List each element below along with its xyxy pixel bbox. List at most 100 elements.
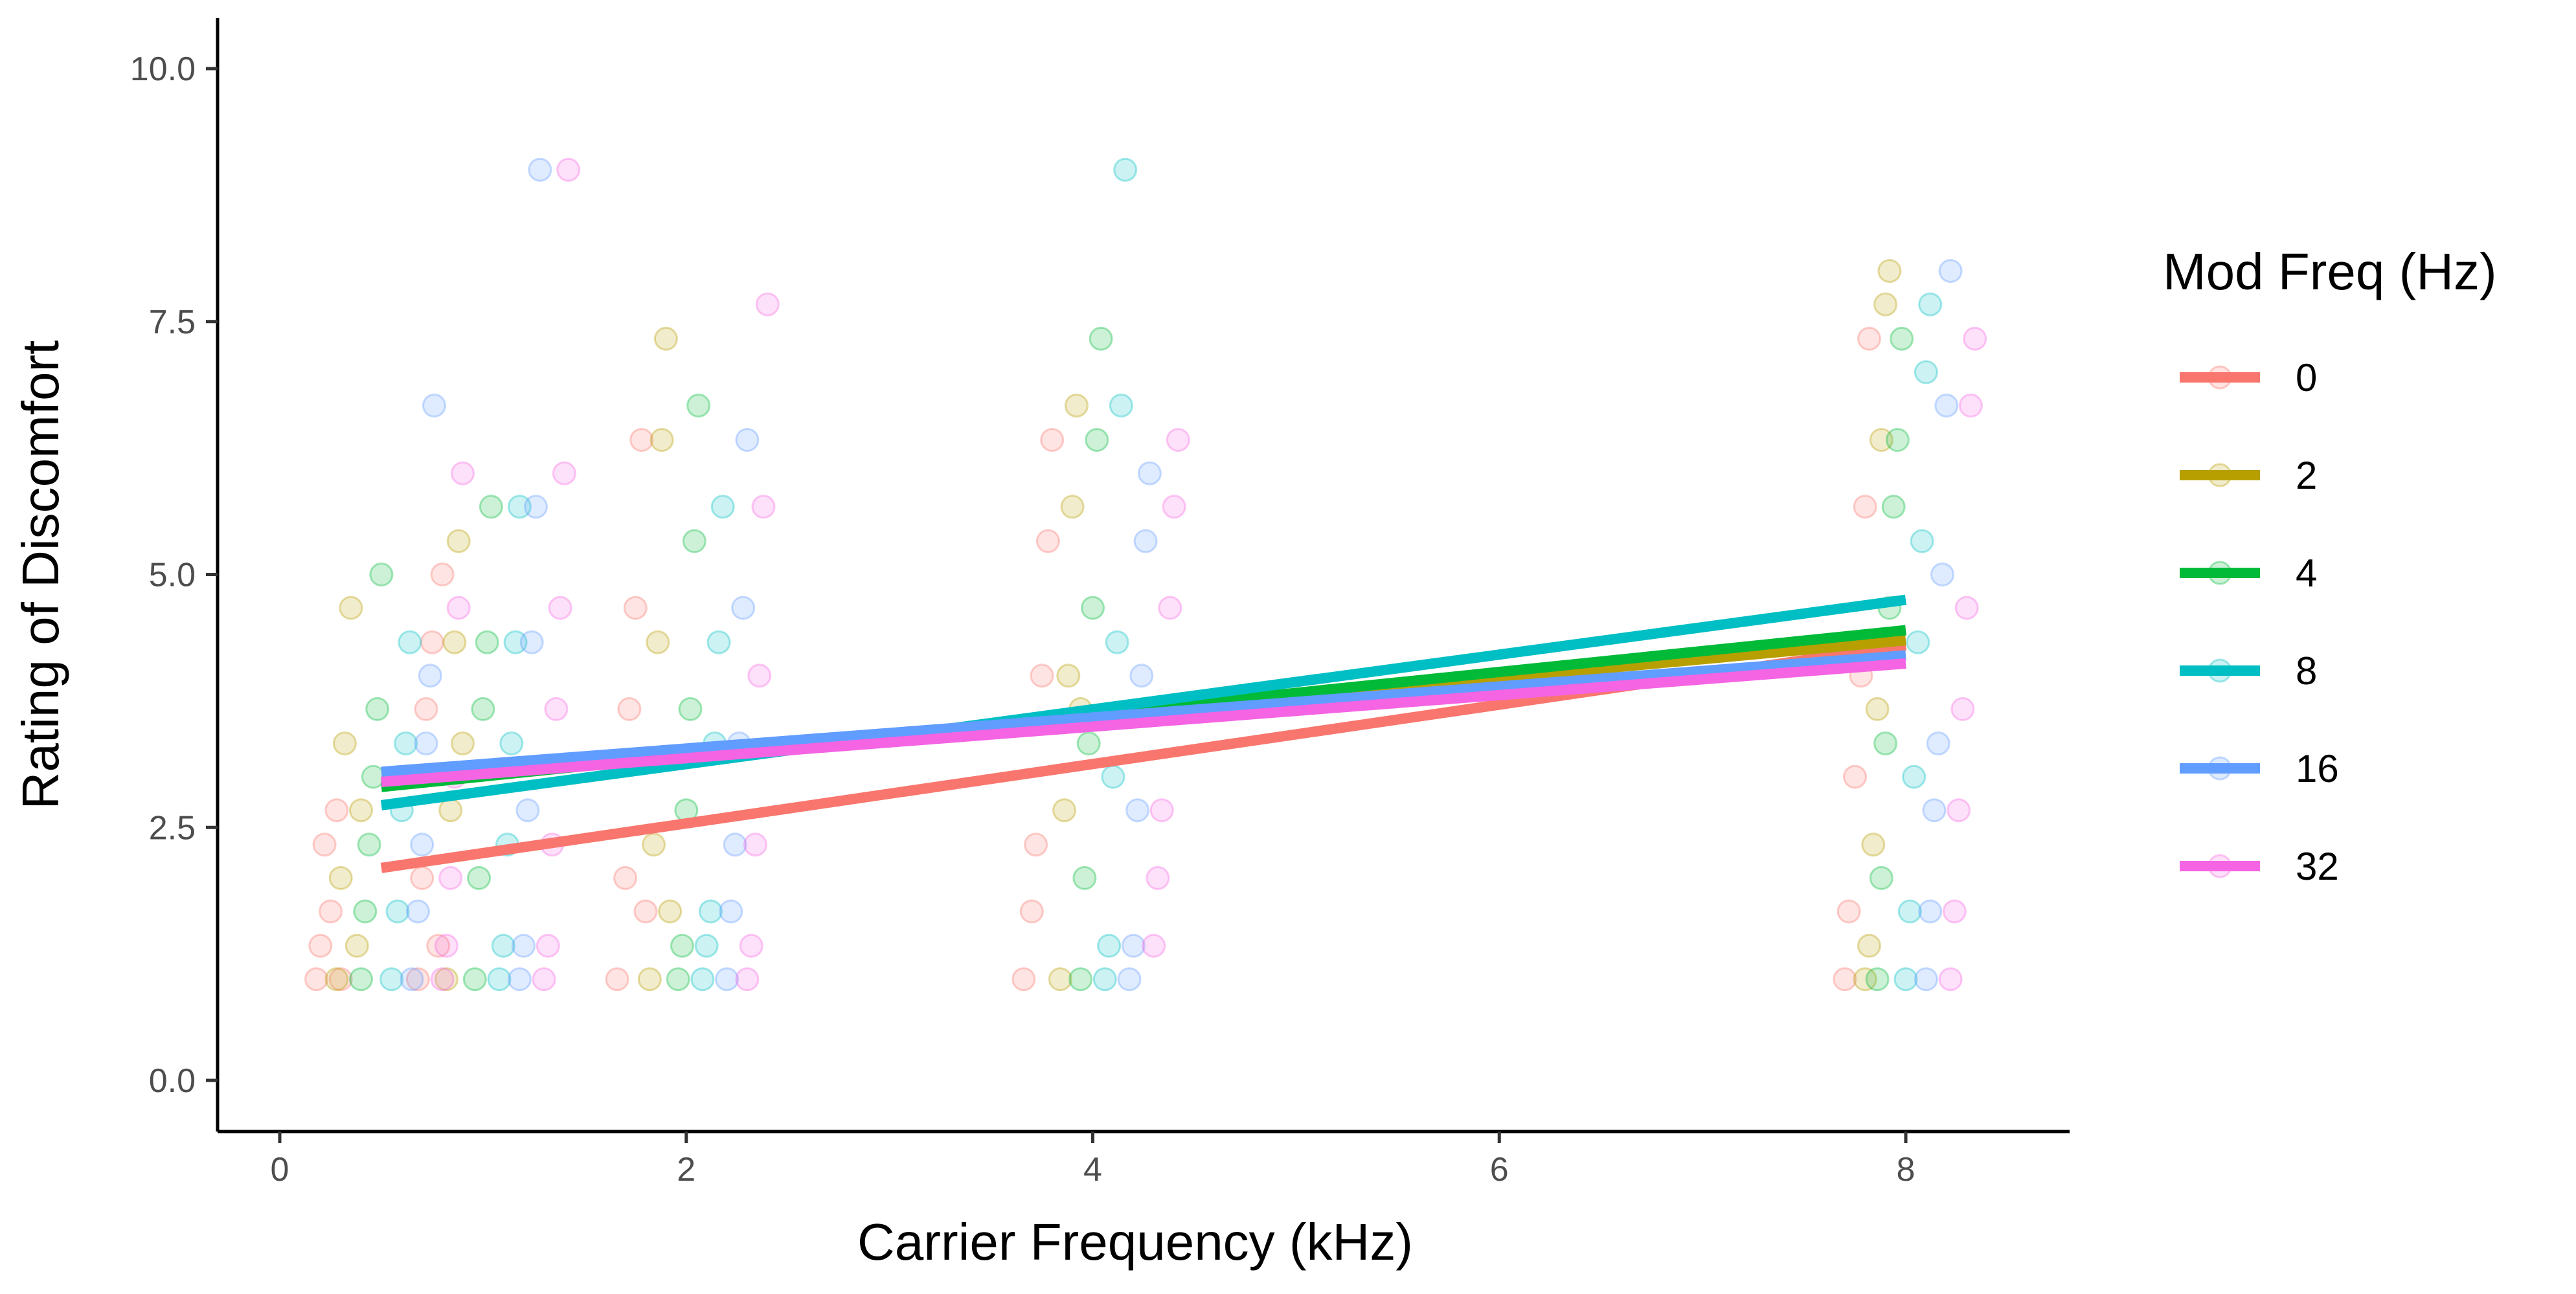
fit-line-series-32	[381, 658, 1906, 787]
point-series-8-12	[694, 933, 719, 958]
point-series-4-29	[1890, 326, 1914, 351]
point-series-2-6	[434, 967, 458, 992]
x-tick-label-2: 2	[677, 1151, 695, 1188]
point-series-32-15	[743, 832, 767, 857]
point-series-8-27	[1910, 529, 1934, 553]
point-series-2-29	[1877, 259, 1902, 284]
point-series-32-23	[1158, 596, 1182, 620]
y-tick-label-7.5: 7.5	[149, 304, 196, 341]
point-series-0-20	[1024, 832, 1048, 857]
point-series-16-20	[1125, 798, 1150, 823]
point-series-2-27	[1869, 428, 1893, 452]
point-series-2-2	[332, 731, 357, 755]
point-series-2-8	[442, 630, 467, 654]
point-series-32-32	[1963, 326, 1987, 351]
point-series-2-7	[438, 798, 463, 823]
point-series-4-15	[682, 529, 706, 553]
point-series-32-16	[747, 664, 772, 688]
point-series-4-0	[349, 967, 373, 992]
point-series-4-11	[666, 967, 690, 992]
point-series-4-5	[369, 563, 394, 586]
y-tick-label-10: 10.0	[130, 50, 196, 88]
point-series-32-24	[1162, 495, 1186, 519]
legend-label-8: 8	[2296, 649, 2317, 693]
point-series-2-5	[349, 798, 373, 823]
point-series-0-29	[1857, 326, 1881, 351]
x-axis-title: Carrier Frequency (kHz)	[857, 1213, 1413, 1271]
legend-item-8: 8	[2180, 649, 2317, 693]
point-series-4-18	[1072, 865, 1097, 890]
point-series-4-16	[686, 394, 711, 418]
point-series-0-25	[1836, 899, 1861, 924]
point-series-8-21	[1109, 394, 1133, 418]
point-series-4-9	[475, 630, 499, 654]
legend-title: Mod Freq (Hz)	[2163, 243, 2497, 300]
point-series-32-31	[1958, 394, 1983, 418]
point-series-0-15	[623, 596, 648, 620]
point-series-8-1	[385, 899, 410, 924]
point-series-2-1	[328, 865, 353, 890]
point-series-32-2	[438, 865, 463, 890]
point-series-4-19	[1076, 731, 1101, 755]
point-series-4-7	[467, 865, 491, 890]
point-series-32-29	[1950, 697, 1975, 721]
point-series-16-3	[414, 731, 438, 755]
point-series-16-16	[731, 596, 756, 620]
point-series-8-10	[507, 495, 532, 519]
x-tick-label-6: 6	[1490, 1151, 1509, 1188]
legend-label-16: 16	[2296, 747, 2339, 790]
point-series-32-14	[739, 933, 763, 958]
point-series-16-21	[1129, 664, 1154, 688]
point-series-2-0	[324, 967, 349, 992]
point-series-0-9	[420, 630, 444, 654]
point-series-4-14	[678, 697, 703, 721]
point-series-0-4	[324, 798, 349, 823]
point-series-16-29	[1934, 394, 1959, 418]
point-series-32-10	[548, 596, 572, 620]
point-series-16-13	[719, 899, 743, 924]
point-series-4-4	[365, 697, 390, 721]
points-layer	[304, 157, 1987, 992]
point-series-2-18	[1052, 798, 1077, 823]
point-series-2-28	[1873, 292, 1898, 317]
point-series-4-17	[1068, 967, 1093, 992]
point-series-8-18	[1097, 933, 1122, 958]
point-series-32-20	[1146, 865, 1170, 890]
point-series-0-24	[1833, 967, 1857, 992]
point-series-8-5	[487, 967, 512, 992]
point-series-32-21	[1149, 798, 1174, 823]
point-series-2-21	[1064, 394, 1089, 418]
point-series-8-24	[1897, 899, 1922, 924]
point-series-0-17	[633, 899, 658, 924]
point-series-0-19	[1019, 899, 1044, 924]
y-tick-label-2.5: 2.5	[149, 809, 196, 847]
point-series-0-11	[430, 563, 455, 586]
point-series-16-12	[715, 967, 739, 992]
point-series-16-4	[418, 664, 442, 688]
point-series-16-24	[1914, 967, 1938, 992]
point-series-32-6	[532, 967, 556, 992]
point-series-4-10	[479, 495, 503, 519]
legend-item-32: 32	[2180, 845, 2339, 888]
point-series-8-0	[379, 967, 404, 992]
point-series-8-8	[499, 731, 524, 755]
point-series-4-6	[462, 967, 487, 992]
point-series-2-26	[1865, 697, 1890, 721]
point-series-8-20	[1105, 630, 1129, 654]
point-series-0-5	[328, 967, 353, 992]
point-series-16-0	[400, 967, 424, 992]
point-series-2-25	[1861, 832, 1886, 857]
x-tick-label-8: 8	[1897, 1151, 1915, 1188]
legend-item-0: 0	[2180, 356, 2317, 399]
point-series-8-15	[706, 630, 731, 654]
point-series-32-28	[1947, 798, 1971, 823]
point-series-4-12	[670, 933, 694, 958]
point-series-16-18	[1117, 967, 1142, 992]
legend-label-32: 32	[2296, 845, 2339, 888]
point-series-4-27	[1881, 495, 1906, 519]
point-series-32-17	[751, 495, 776, 519]
point-series-0-16	[629, 428, 654, 452]
point-series-0-28	[1853, 495, 1877, 519]
point-series-2-14	[650, 428, 674, 452]
